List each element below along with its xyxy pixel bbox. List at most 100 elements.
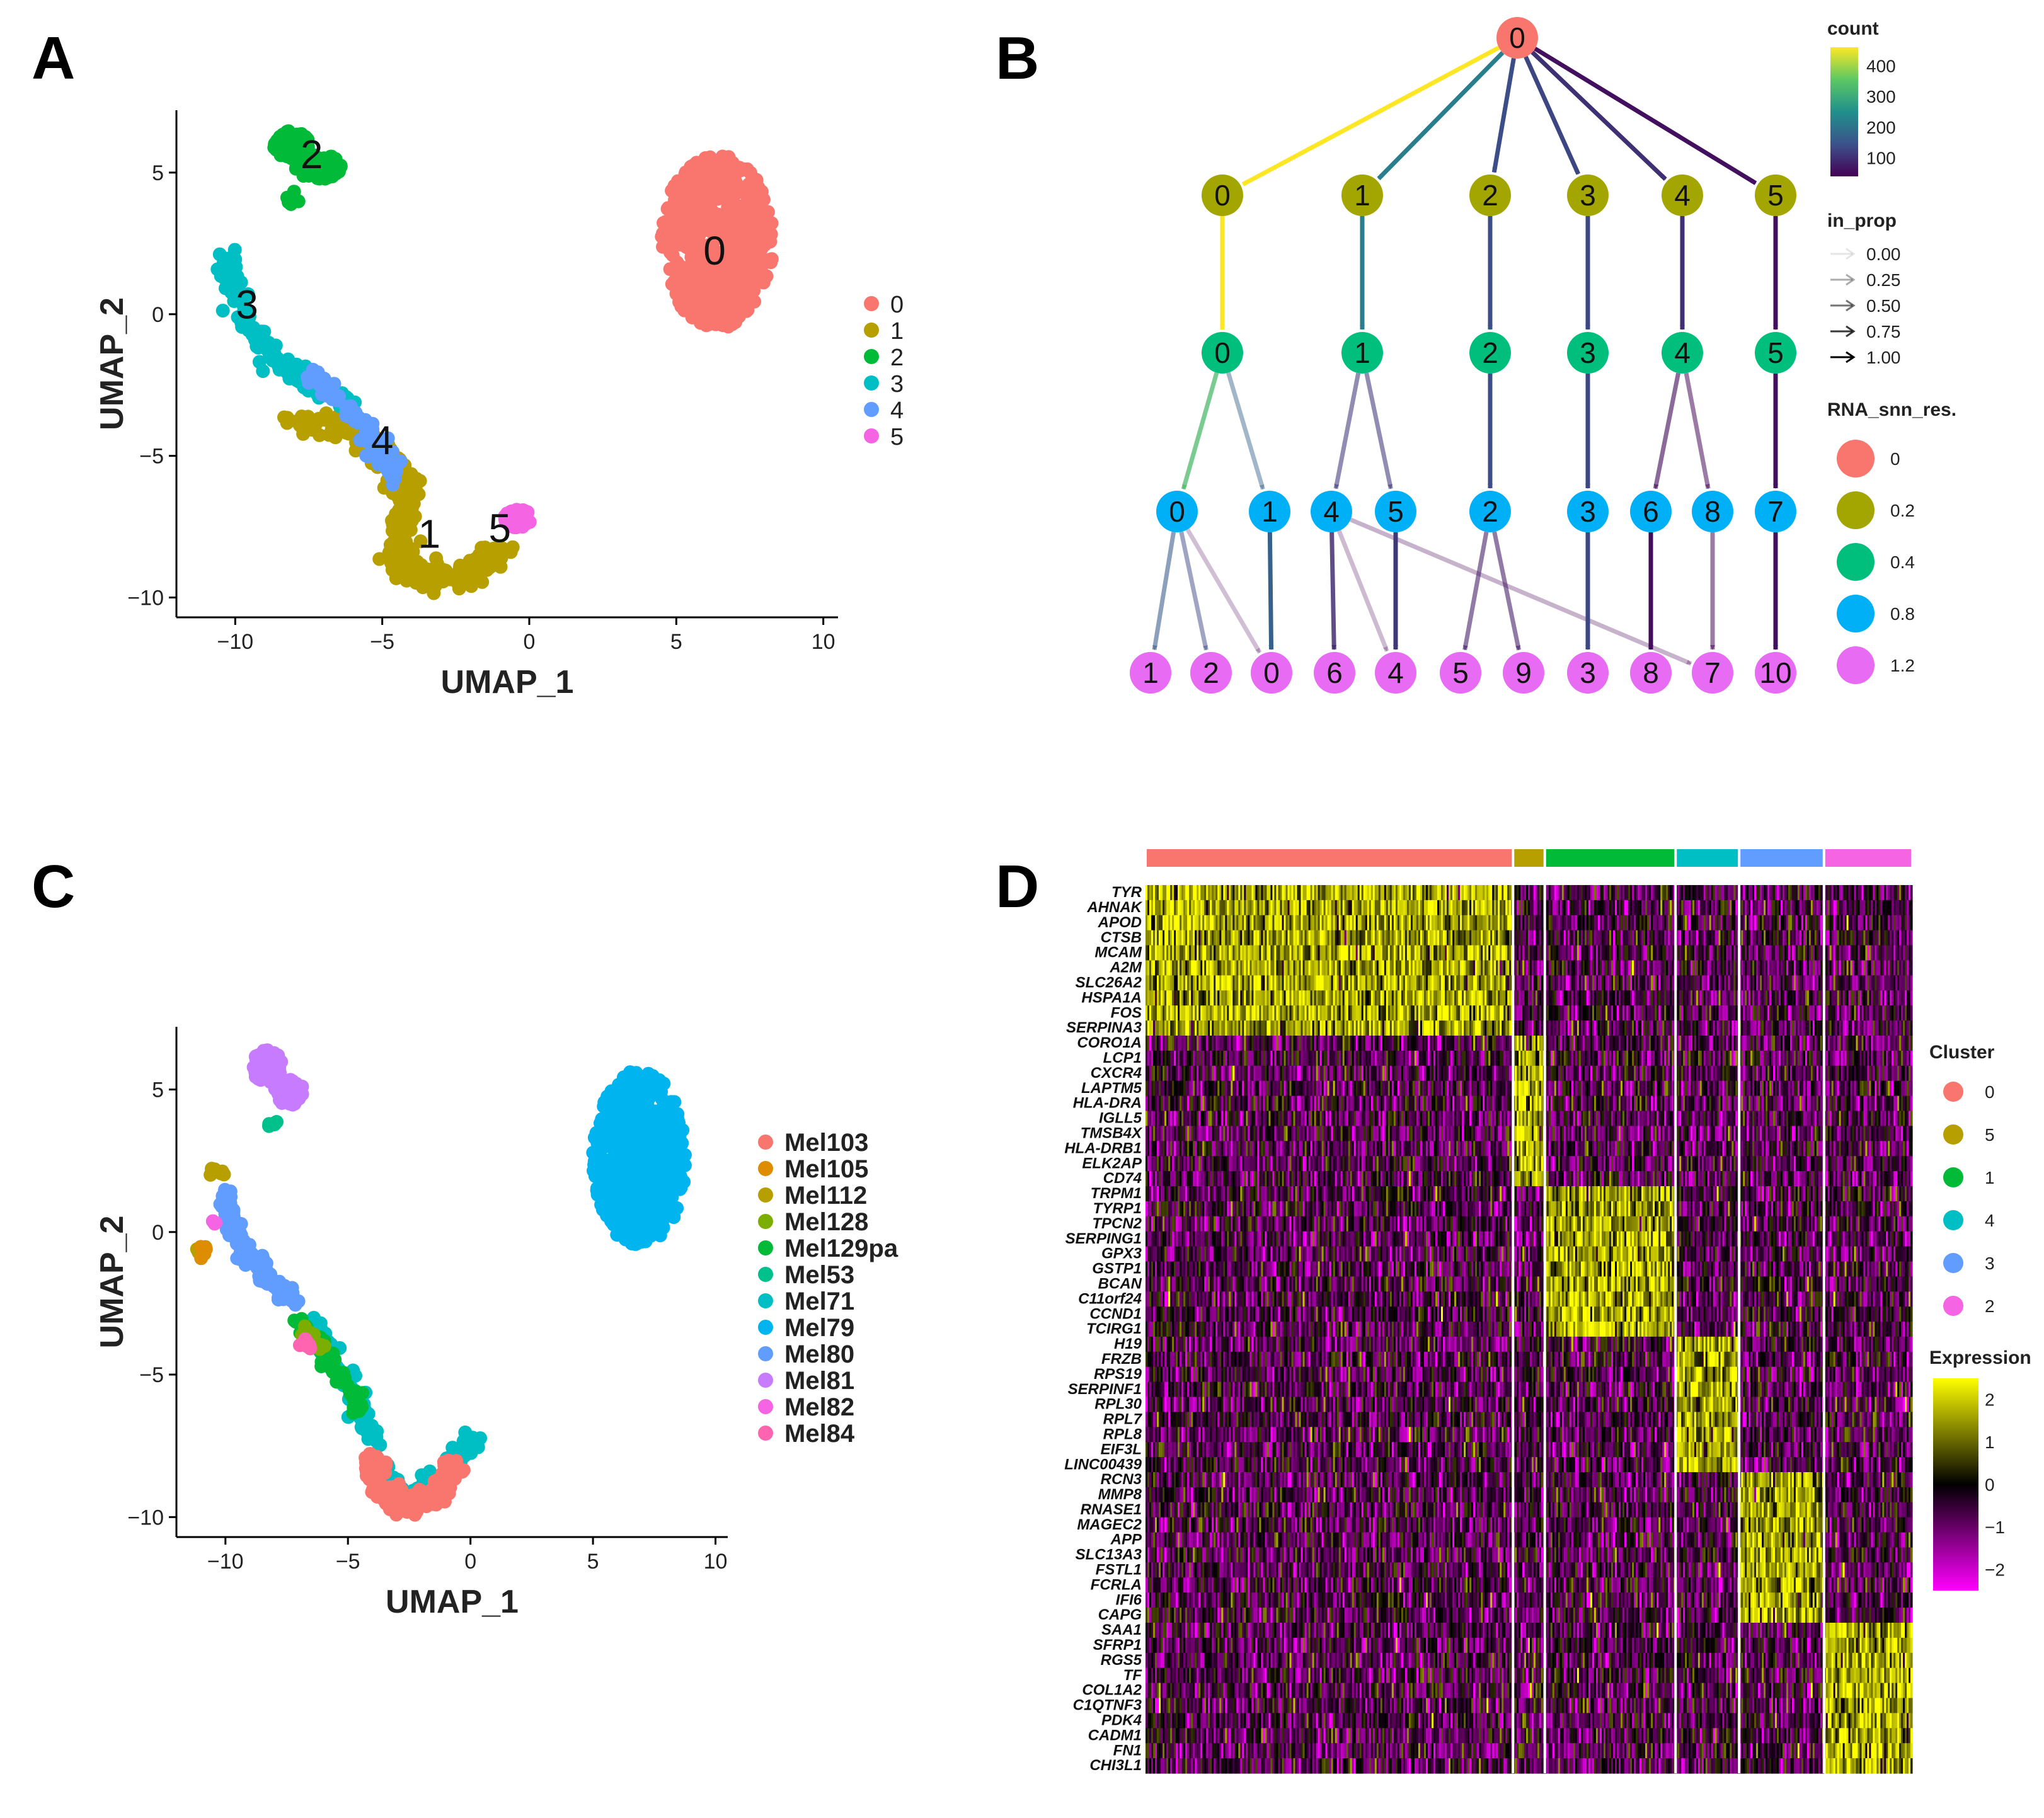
res-legend-swatch bbox=[1837, 440, 1875, 477]
tree-node-label: 0 bbox=[1214, 179, 1231, 212]
heatmap-cell bbox=[1391, 930, 1394, 946]
in-prop-legend-title: in_prop bbox=[1827, 210, 1897, 231]
heatmap-cell bbox=[1450, 960, 1453, 976]
scatter-point bbox=[457, 1438, 472, 1453]
scatter-point bbox=[589, 1126, 604, 1140]
scatter-point bbox=[611, 1081, 626, 1095]
scatter-point bbox=[692, 242, 706, 256]
heatmap-cell bbox=[1509, 885, 1512, 901]
scatter-point bbox=[288, 1298, 302, 1312]
cluster-points-1 bbox=[277, 406, 520, 600]
heatmap-cell bbox=[1246, 960, 1248, 976]
scatter-point bbox=[238, 1258, 253, 1272]
heatmap-cell bbox=[1363, 915, 1366, 931]
scatter-point bbox=[737, 233, 751, 248]
heatmap-cell bbox=[1159, 990, 1161, 1006]
res-legend-swatch bbox=[1837, 646, 1875, 684]
heatmap-cell bbox=[1246, 1020, 1248, 1036]
heatmap-cell bbox=[1450, 885, 1453, 901]
legend-entry: 2 bbox=[890, 345, 904, 371]
legend-entry: Mel128 bbox=[784, 1208, 868, 1236]
heatmap-cell bbox=[1509, 1036, 1512, 1051]
tree-nodes: 00 1 2 3 4 50 1 2 3 4 50 1 4 5 2 3 6 8 71 2 0 6 4 5 9 3 8 7 10 bbox=[1130, 17, 1796, 694]
scatter-point bbox=[711, 162, 725, 176]
heatmap-cell bbox=[1363, 945, 1366, 961]
scatter-point bbox=[716, 246, 730, 260]
scatter-point bbox=[270, 1115, 284, 1129]
tree-node-label: 4 bbox=[1674, 336, 1691, 369]
heatmap-cell bbox=[1420, 900, 1423, 916]
tree-node-label: 1 bbox=[1354, 179, 1370, 212]
heatmap-cell bbox=[1509, 1005, 1512, 1021]
x-tick-label: 10 bbox=[812, 630, 835, 654]
scatter-point bbox=[725, 156, 740, 170]
tree-edge bbox=[1333, 372, 1361, 489]
heatmap-cell bbox=[1159, 1005, 1161, 1021]
legend-swatch bbox=[758, 1346, 773, 1361]
heatmap-cells bbox=[1145, 885, 1913, 1774]
scatter-point bbox=[595, 1203, 610, 1217]
x-tick-label: −5 bbox=[336, 1550, 360, 1574]
scatter-point bbox=[589, 1148, 603, 1163]
scatter-point bbox=[302, 1337, 316, 1352]
scatter-point bbox=[227, 243, 242, 257]
tree-node-label: 8 bbox=[1704, 495, 1721, 528]
res-legend-swatch bbox=[1837, 595, 1875, 632]
in-prop-legend-value: 0.75 bbox=[1866, 322, 1901, 341]
scatter-point bbox=[363, 1462, 377, 1477]
scatter-point bbox=[205, 1214, 220, 1228]
heatmap-cell bbox=[1479, 1036, 1481, 1051]
legend-entry: Mel112 bbox=[784, 1182, 867, 1209]
scatter-point bbox=[328, 164, 342, 178]
heatmap-cell bbox=[1450, 945, 1453, 961]
tree-legend: count400300200100in_prop0.000.250.500.75… bbox=[1827, 18, 1956, 684]
heatmap-cell bbox=[1509, 1020, 1512, 1036]
scatter-point bbox=[215, 304, 230, 318]
heatmap-cell bbox=[1217, 1020, 1220, 1036]
res-legend-value: 0.2 bbox=[1890, 501, 1915, 520]
scatter-point bbox=[653, 1228, 667, 1243]
tree-edge bbox=[1329, 532, 1337, 651]
heatmap-cell bbox=[1479, 900, 1481, 916]
cluster-points-Mel81 bbox=[246, 1043, 309, 1112]
scatter-point bbox=[724, 181, 738, 196]
cluster-label-3: 3 bbox=[236, 282, 258, 327]
heatmap-cell bbox=[1391, 915, 1394, 931]
heatmap-cell bbox=[1333, 930, 1336, 946]
heatmap-cell bbox=[1217, 915, 1220, 931]
scatter-point bbox=[725, 263, 739, 277]
scatter-point bbox=[655, 1213, 670, 1227]
heatmap-cell bbox=[1189, 930, 1191, 946]
heatmap-cell bbox=[1159, 900, 1161, 916]
heatmap-cell bbox=[1246, 990, 1248, 1006]
heatmap-cell bbox=[1479, 930, 1481, 946]
heatmap-cell bbox=[1246, 975, 1248, 991]
scatter-point bbox=[264, 347, 278, 361]
in-prop-legend-value: 0.50 bbox=[1866, 296, 1901, 316]
res-legend-value: 0.4 bbox=[1890, 552, 1915, 572]
scatter-point bbox=[723, 170, 737, 185]
cluster-points-Mel80 bbox=[213, 1182, 306, 1312]
tree-node-label: 4 bbox=[1674, 179, 1691, 212]
scatter-point bbox=[728, 315, 743, 329]
heatmap-cell bbox=[1420, 960, 1423, 976]
heatmap-cell bbox=[1479, 975, 1481, 991]
y-tick-label: −5 bbox=[139, 1363, 164, 1387]
tree-edge bbox=[1152, 531, 1176, 651]
heatmap-cell bbox=[1217, 900, 1220, 916]
heatmap-cell bbox=[1363, 1036, 1366, 1051]
scatter-point bbox=[482, 561, 497, 575]
legend-entry: Mel84 bbox=[784, 1420, 855, 1448]
scatter-point bbox=[660, 217, 675, 232]
heatmap-cell bbox=[1217, 930, 1220, 946]
x-axis-label: UMAP_1 bbox=[441, 664, 574, 700]
heatmap-cell bbox=[1159, 885, 1161, 901]
heatmap-cell bbox=[1246, 900, 1248, 916]
scatter-point bbox=[649, 1167, 663, 1182]
scatter-point bbox=[251, 340, 265, 355]
scatter-point bbox=[684, 277, 699, 291]
scatter-point bbox=[631, 1189, 645, 1203]
heatmap-cell bbox=[1363, 960, 1366, 976]
